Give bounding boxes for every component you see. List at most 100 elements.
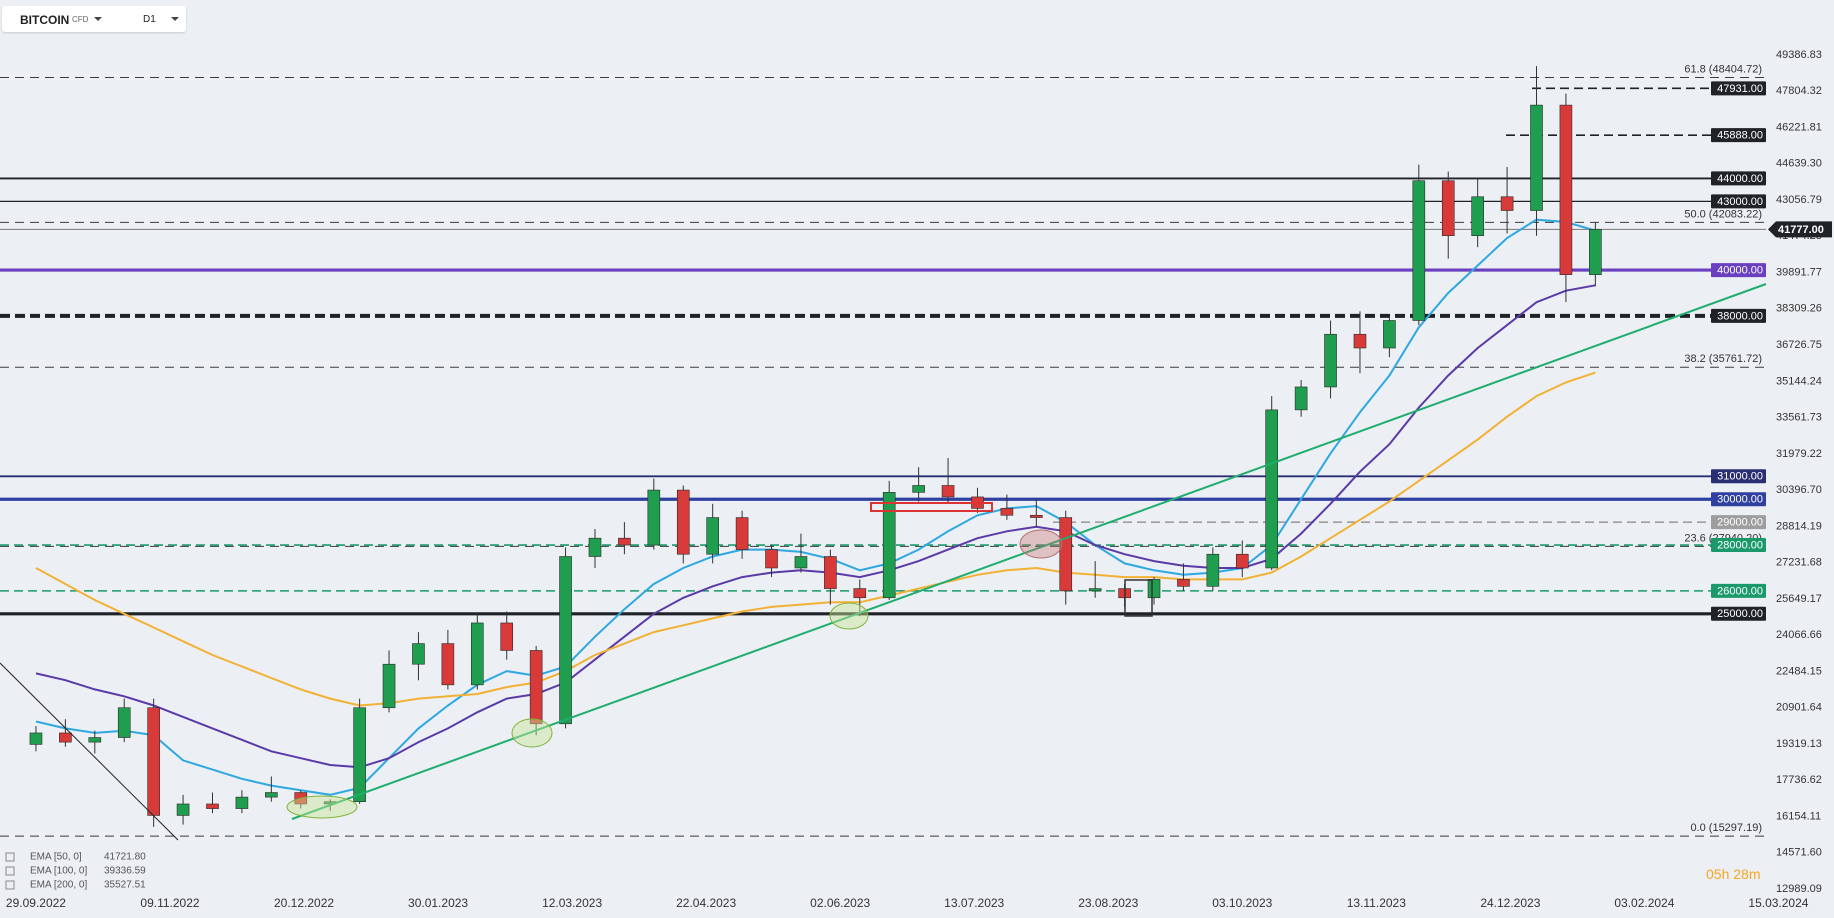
fib-label: 61.8 (48404.72) [1684,63,1762,75]
fib-label: 0.0 (15297.19) [1690,822,1762,834]
y-tick-label: 43056.79 [1776,194,1822,206]
x-tick-label: 03.10.2023 [1212,896,1272,910]
y-tick-label: 33561.73 [1776,412,1822,424]
candle-body [1383,320,1396,349]
candle-body [1441,180,1455,237]
level-label-bg [1711,263,1766,278]
ema-line [35,218,1596,796]
level-label: 26000.00 [1717,585,1763,597]
candle-body [147,707,160,816]
y-tick-label: 28814.19 [1776,520,1822,532]
candle-body [559,556,572,725]
candle-body [1500,196,1514,211]
candle-body [1324,333,1337,388]
y-tick-label: 46221.81 [1776,121,1822,133]
level-label-bg [1711,492,1766,507]
candle-body [1235,553,1249,569]
candle-body [588,537,602,557]
candle-body [882,492,896,599]
legend-label: EMA [200, 0] [30,880,87,891]
dropdown-caret[interactable] [94,17,102,21]
x-tick-label: 13.07.2023 [944,896,1004,910]
level-label-bg [1711,469,1766,484]
y-tick-label: 35144.24 [1776,375,1822,387]
ema-line [35,371,1596,707]
ema-layer [35,218,1596,796]
instrument-selector[interactable]: BITCOIN CFD D1 [2,6,186,32]
candle-timer: 05h 28m [1706,866,1761,882]
annotations [0,283,1767,841]
level-label-bg [1711,171,1766,186]
candle-body [176,803,190,816]
y-tick-label: 25649.17 [1776,593,1822,605]
x-tick-label: 22.04.2023 [676,896,736,910]
legend-value: 41721.80 [104,852,146,863]
x-tick-label: 30.01.2023 [408,896,468,910]
candle-body [206,803,219,809]
level-label: 44000.00 [1717,173,1763,185]
last-price-tag [1768,221,1832,238]
candle-body [235,796,249,809]
fib-label: 38.2 (35761.72) [1684,353,1762,365]
level-label: 30000.00 [1717,494,1763,506]
candle-body [706,517,719,555]
fib-label: 50.0 (42083.22) [1684,208,1762,220]
legend: EMA [50, 0] 41721.80 EMA [100, 0] 39336.59 E… [5,852,146,891]
symbol[interactable]: BITCOIN [20,13,70,27]
y-tick-label: 31979.22 [1776,448,1822,460]
x-tick-label: 02.06.2023 [810,896,870,910]
candle-body [824,556,837,589]
legend-value: 35527.51 [104,880,146,891]
level-label-bg [1711,128,1766,143]
highlight-ellipse [511,718,553,748]
candle-body [735,517,749,550]
candle-body [618,537,631,546]
candle-body [676,489,690,555]
candle-body [1530,104,1543,211]
levels-layer: 61.8 (48404.72) 50.0 (42083.22) 38.2 (3576… [0,63,1766,837]
y-tick-label: 16154.11 [1776,810,1821,822]
legend-icon [5,866,15,876]
candle-body [529,650,543,725]
legend-icon [5,852,15,862]
highlight-ellipse [1019,529,1063,559]
candle-body [412,643,425,665]
y-tick-label: 44639.30 [1776,158,1822,170]
timeframe[interactable]: D1 [143,14,156,25]
candle-body [1353,333,1367,349]
trend-line [0,662,179,841]
x-tick-label: 24.12.2023 [1480,896,1540,910]
level-label: 43000.00 [1717,196,1763,208]
level-label-bg [1711,308,1766,323]
candle-body [470,622,484,686]
y-tick-label: 38309.26 [1776,303,1822,315]
level-label: 31000.00 [1717,471,1763,483]
x-tick-label: 15.03.2024 [1748,896,1808,910]
candle-body [1088,588,1102,592]
x-tick-label: 20.12.2022 [274,896,334,910]
axes: 49386.83 47804.32 46221.81 44639.30 43056.79… [6,49,1832,910]
dropdown-caret[interactable] [171,17,179,21]
legend-label: EMA [100, 0] [30,866,87,877]
candle-body [1559,104,1573,275]
candle-body [1206,553,1220,587]
highlight-ellipse [829,602,869,630]
y-tick-label: 14571.60 [1776,847,1822,859]
level-label-bg [1711,515,1766,530]
y-tick-label: 36726.75 [1776,339,1822,351]
candle-body [1294,386,1308,411]
candle-body [353,707,366,802]
level-label: 28000.00 [1717,539,1763,551]
instrument-type: CFD [72,15,89,24]
x-tick-label: 03.02.2024 [1614,896,1674,910]
candle-body [1059,517,1073,592]
candle-body [647,489,661,546]
y-tick-label: 17736.62 [1776,774,1822,786]
y-tick-label: 20901.64 [1776,702,1822,714]
candle-body [794,556,808,569]
candle-body [853,588,867,599]
level-label: 25000.00 [1717,608,1763,620]
last-price-label: 41777.00 [1778,224,1824,236]
